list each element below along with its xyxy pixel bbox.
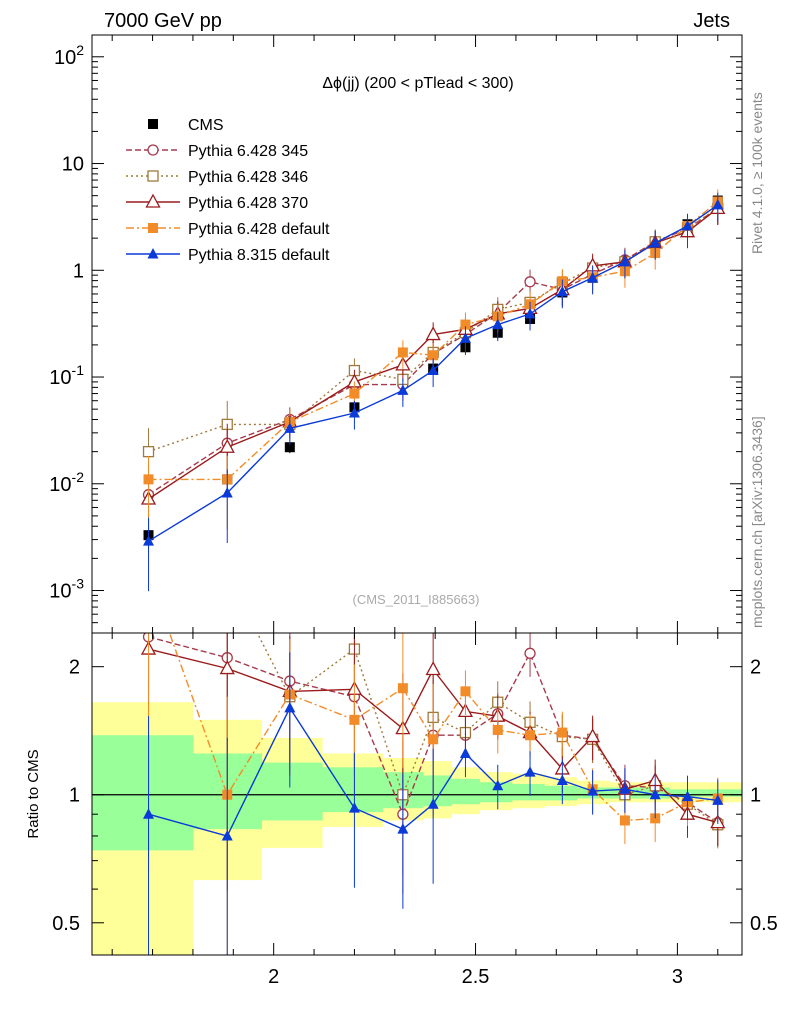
y-tick-label: 10 [62, 154, 84, 176]
legend-label-pythia-6-428-default: Pythia 6.428 default [188, 221, 330, 238]
ratio-point-pythia-6-428-default [460, 686, 471, 697]
ratio-point-pythia-6-428-370 [219, 660, 235, 675]
ratio-uncertainty-bands [92, 702, 742, 955]
legend-marker-pythia-8-315-default [147, 248, 159, 259]
ratio-point-pythia-8-315-default [459, 747, 471, 759]
legend-label-cms: CMS [188, 117, 224, 134]
ratio-point-pythia-8-315-default [649, 788, 661, 800]
ratio-ylabel: Ratio to CMS [25, 749, 42, 838]
rivet-label: Rivet 4.1.0, ≥ 100k events [749, 92, 765, 254]
point-pythia-6-428-default [428, 350, 439, 361]
band-inner [544, 785, 577, 801]
ratio-point-pythia-6-428-370 [425, 661, 441, 676]
point-pythia-6-428-370 [219, 438, 235, 453]
band-inner [423, 775, 452, 807]
ratio-y-tick-label-right: 2 [750, 657, 761, 679]
x-tick-label: 2.5 [462, 966, 490, 988]
point-pythia-6-428-default [397, 347, 408, 358]
y-tick-label: 10-3 [49, 576, 84, 603]
legend: CMS Pythia 6.428 345 Pythia 6.428 346 Pythi… [126, 117, 330, 264]
point-pythia-8-315-default [143, 535, 155, 546]
point-pythia-8-315-default [556, 285, 568, 297]
point-pythia-8-315-default [712, 198, 724, 210]
point-pythia-8-315-default [459, 332, 471, 343]
band-inner [451, 778, 481, 805]
band-inner [511, 783, 545, 801]
band-inner [92, 735, 194, 851]
y-tick-label: 10-1 [49, 362, 84, 389]
legend-marker-pythia-6-428-370 [145, 193, 161, 208]
legend-label-pythia-6-428-345: Pythia 6.428 345 [188, 143, 308, 160]
ratio-point-pythia-6-428-default [397, 683, 408, 694]
ratio-point-pythia-6-428-default [557, 727, 568, 738]
ratio-point-pythia-6-428-default [619, 815, 630, 826]
point-pythia-8-315-default [587, 271, 599, 283]
ratio-point-pythia-8-315-default [143, 808, 155, 819]
y-tick-label: 10-2 [49, 469, 84, 496]
ratio-point-pythia-6-428-370 [585, 728, 601, 743]
header-left: 7000 GeV pp [104, 10, 222, 32]
chart-title: Δϕ(jj) (200 < pTlead < 300) [322, 75, 513, 92]
legend-marker-pythia-6-428-346 [147, 170, 159, 182]
ratio-point-pythia-8-315-default [284, 701, 296, 713]
legend-marker-cms [148, 119, 158, 129]
ratio-point-pythia-8-315-default [712, 794, 724, 805]
legend-label-pythia-6-428-346: Pythia 6.428 346 [188, 169, 308, 186]
point-pythia-6-428-default [460, 319, 471, 330]
legend-marker-pythia-6-428-345 [147, 144, 159, 156]
header-right: Jets [693, 10, 730, 32]
y-tick-label: 102 [54, 42, 84, 69]
band-inner [705, 789, 742, 797]
ratio-point-pythia-8-315-default [348, 802, 360, 813]
ratio-point-pythia-6-428-346 [222, 569, 232, 579]
y-tick-label: 1 [73, 260, 84, 282]
ratio-y-tick-label-right: 0.5 [750, 913, 778, 935]
point-cms [284, 442, 295, 453]
point-pythia-6-428-370 [425, 326, 441, 341]
ratio-frame [91, 632, 743, 956]
x-tick-label: 3 [672, 966, 683, 988]
ratio-point-pythia-6-428-345 [524, 647, 536, 659]
ratio-point-pythia-6-428-default [428, 734, 439, 745]
legend-marker-pythia-6-428-default [148, 223, 158, 233]
ratio-point-pythia-8-315-default [221, 829, 233, 841]
point-pythia-6-428-346 [142, 445, 155, 458]
point-pythia-8-315-default [649, 237, 661, 248]
point-pythia-8-315-default [397, 384, 409, 395]
ratio-y-tick-label-right: 1 [750, 785, 761, 807]
ratio-point-pythia-8-315-default [524, 766, 536, 777]
point-pythia-8-315-default [427, 364, 439, 376]
point-pythia-8-315-default [681, 219, 693, 231]
point-pythia-8-315-default [221, 486, 233, 498]
point-pythia-6-428-default [143, 474, 154, 485]
ratio-point-pythia-6-428-default [492, 724, 503, 735]
x-tick-label: 2 [268, 966, 279, 988]
ratio-point-pythia-8-315-default [556, 774, 568, 786]
point-pythia-6-428-345 [524, 276, 536, 288]
point-pythia-8-315-default [492, 318, 504, 330]
ratio-y-tick-label: 1 [69, 785, 80, 807]
point-pythia-8-315-default [619, 255, 631, 267]
ratio-point-pythia-8-315-default [587, 785, 599, 796]
ratio-point-pythia-6-428-default [525, 730, 536, 741]
legend-label-pythia-8-315-default: Pythia 8.315 default [188, 247, 330, 264]
band-inner [261, 762, 323, 821]
point-pythia-8-315-default [284, 422, 296, 433]
band-inner [479, 782, 513, 803]
point-pythia-8-315-default [348, 407, 360, 418]
ratio-point-pythia-8-315-default [681, 790, 693, 802]
source-label: mcplots.cern.ch [arXiv:1306.3436] [749, 416, 765, 628]
ratio-y-tick-label: 0.5 [52, 913, 80, 935]
legend-label-pythia-6-428-370: Pythia 6.428 370 [188, 195, 308, 212]
analysis-watermark: (CMS_2011_I885663) [353, 592, 480, 607]
ratio-y-tick-label: 2 [69, 657, 80, 679]
point-pythia-8-315-default [524, 307, 536, 319]
point-pythia-6-428-default [349, 388, 360, 399]
ratio-point-pythia-6-428-default [349, 714, 360, 725]
ratio-point-pythia-8-315-default [619, 783, 631, 794]
ratio-point-pythia-8-315-default [492, 779, 504, 791]
ratio-point-pythia-8-315-default [427, 798, 439, 809]
ratio-point-pythia-8-315-default [397, 823, 409, 834]
